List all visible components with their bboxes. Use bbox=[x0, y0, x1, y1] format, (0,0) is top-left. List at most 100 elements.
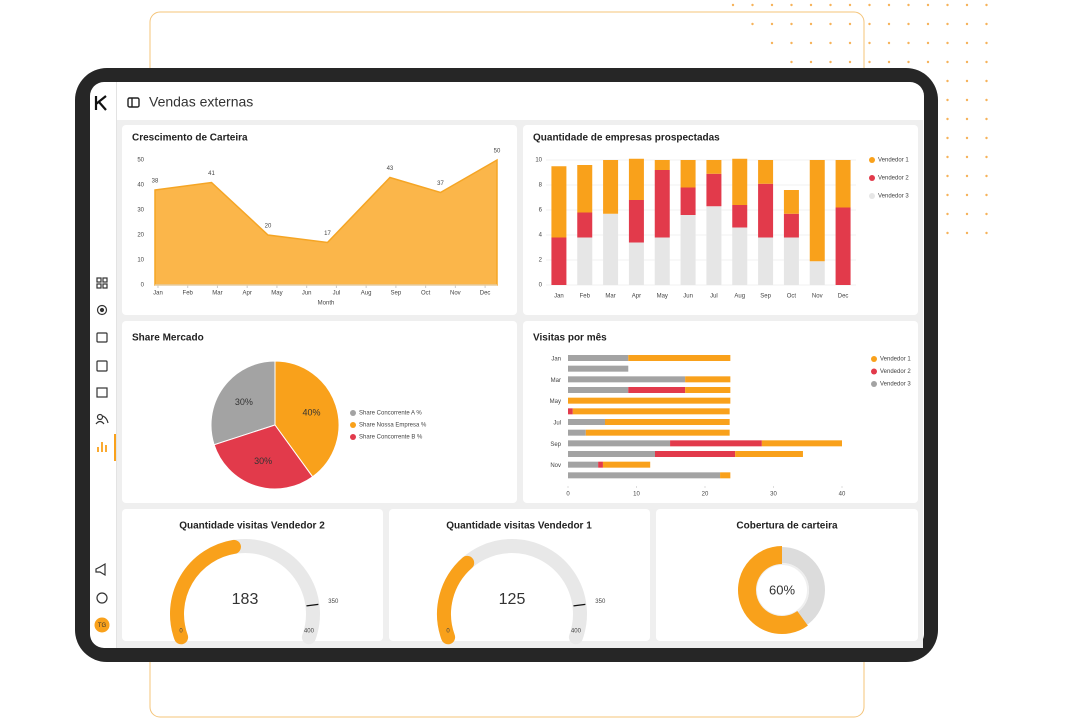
dot bbox=[848, 60, 852, 64]
x-axis-label: Month bbox=[318, 301, 335, 307]
panel-title: Crescimento de Carteira bbox=[132, 133, 248, 144]
nav-reports[interactable] bbox=[97, 442, 107, 452]
x-tick-label: Jun bbox=[302, 291, 312, 297]
bar-segment bbox=[685, 376, 731, 383]
legend-label: Vendedor 1 bbox=[878, 158, 909, 164]
x-tick-label: Sep bbox=[760, 294, 771, 300]
sidebar-toggle[interactable] bbox=[127, 97, 140, 108]
bar-segment bbox=[680, 215, 696, 285]
legend-swatch bbox=[871, 381, 877, 387]
y-tick-label: 10 bbox=[137, 258, 144, 264]
bar-segment bbox=[572, 408, 730, 415]
dot bbox=[965, 22, 969, 26]
panel-title: Visitas por mês bbox=[533, 333, 607, 344]
nav-location[interactable] bbox=[96, 304, 108, 316]
legend-swatch bbox=[871, 368, 877, 375]
x-tick-label: Aug bbox=[361, 291, 372, 297]
dot bbox=[985, 136, 988, 140]
dot bbox=[868, 41, 871, 45]
dot bbox=[985, 60, 988, 64]
dot bbox=[985, 98, 988, 102]
legend-swatch bbox=[350, 410, 356, 416]
y-tick-label: May bbox=[550, 399, 561, 405]
legend-swatch bbox=[869, 157, 875, 163]
nav-users[interactable] bbox=[96, 413, 104, 421]
nav-calendar[interactable] bbox=[96, 332, 108, 343]
avatar[interactable] bbox=[94, 617, 110, 633]
dot bbox=[985, 79, 988, 83]
dot bbox=[829, 41, 832, 45]
bar-segment bbox=[680, 160, 696, 188]
legend-label: Vendedor 2 bbox=[878, 176, 909, 182]
bar-segment bbox=[720, 472, 731, 479]
dot bbox=[985, 174, 988, 178]
x-tick-label: May bbox=[271, 291, 282, 297]
dot bbox=[946, 117, 949, 121]
data-label: 43 bbox=[387, 166, 394, 172]
dot bbox=[770, 3, 774, 7]
dot bbox=[848, 22, 852, 26]
data-label: 37 bbox=[437, 181, 444, 187]
dot bbox=[965, 79, 969, 83]
bar-segment bbox=[568, 355, 629, 361]
bar-segment bbox=[568, 429, 586, 436]
x-tick-label: 40 bbox=[839, 492, 846, 498]
nav-companies[interactable] bbox=[96, 387, 108, 398]
bar-segment bbox=[732, 227, 748, 285]
bar-segment bbox=[628, 355, 731, 361]
x-tick-label: Jan bbox=[554, 294, 564, 300]
x-tick-label: Oct bbox=[787, 294, 797, 300]
legend-swatch bbox=[350, 434, 356, 440]
dot bbox=[985, 193, 988, 197]
nav-help[interactable] bbox=[96, 592, 108, 604]
dot bbox=[985, 22, 988, 26]
dot bbox=[946, 231, 949, 235]
nav-dashboard-part bbox=[102, 277, 108, 283]
nav-notes[interactable] bbox=[96, 360, 108, 372]
panel bbox=[656, 509, 918, 641]
bar-segment bbox=[568, 365, 629, 372]
legend-swatch bbox=[869, 193, 875, 199]
dot bbox=[965, 136, 969, 140]
y-tick-label: 0 bbox=[141, 283, 145, 289]
donut-label: 60% bbox=[769, 582, 795, 597]
y-tick-label: 4 bbox=[539, 233, 543, 239]
bar-segment bbox=[568, 419, 605, 425]
bar-segment bbox=[577, 165, 593, 213]
gauge-threshold bbox=[573, 603, 586, 607]
nav-active-indicator bbox=[114, 434, 116, 461]
y-tick-label: Jan bbox=[551, 357, 561, 363]
bar-segment bbox=[758, 160, 774, 184]
legend-label: Vendedor 3 bbox=[880, 382, 911, 388]
dot bbox=[946, 212, 949, 216]
nav-location-dot bbox=[99, 307, 105, 313]
avatar-initials: TG bbox=[98, 623, 107, 629]
x-tick-label: Jun bbox=[683, 294, 693, 300]
nav-dashboard[interactable] bbox=[96, 277, 102, 283]
x-tick-label: Apr bbox=[632, 294, 641, 300]
nav-announce[interactable] bbox=[95, 562, 106, 577]
bar-segment bbox=[603, 213, 619, 285]
x-tick-label: Feb bbox=[580, 294, 591, 300]
legend-swatch bbox=[871, 356, 877, 362]
bar-segment bbox=[685, 387, 731, 393]
bar-segment bbox=[758, 237, 774, 285]
data-label: 20 bbox=[265, 224, 272, 230]
dot bbox=[965, 155, 969, 159]
bar-segment bbox=[654, 237, 670, 285]
bar-segment bbox=[551, 166, 567, 238]
bar-segment bbox=[568, 408, 573, 415]
y-tick-label: 6 bbox=[539, 208, 543, 214]
dot bbox=[790, 3, 793, 7]
bar-segment bbox=[585, 429, 730, 436]
y-tick-label: 40 bbox=[137, 183, 144, 189]
pie-slice bbox=[210, 360, 276, 446]
dot bbox=[946, 22, 949, 26]
dot bbox=[946, 79, 949, 83]
bar-segment bbox=[568, 397, 731, 404]
dot bbox=[926, 22, 930, 26]
bar-segment bbox=[654, 160, 670, 170]
dot bbox=[751, 22, 754, 26]
dot bbox=[848, 3, 852, 7]
bar-segment bbox=[628, 387, 686, 393]
